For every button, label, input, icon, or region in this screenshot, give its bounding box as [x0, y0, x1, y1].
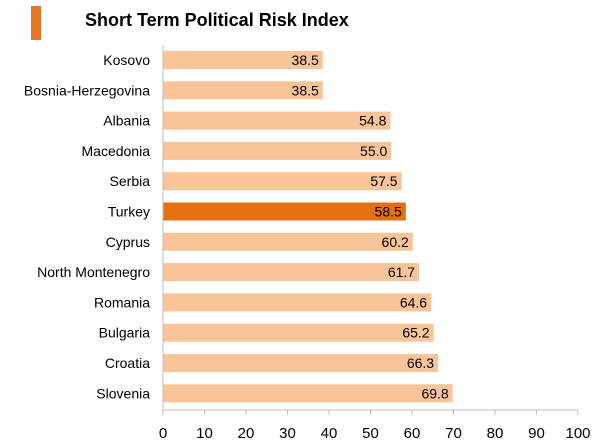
- x-tick-label-60: 60: [404, 425, 421, 442]
- value-label-serbia: 57.5: [370, 173, 397, 189]
- value-label-kosovo: 38.5: [292, 52, 319, 68]
- x-tick-label-20: 20: [238, 425, 255, 442]
- bar-slovenia: [163, 384, 453, 403]
- value-label-bulgaria: 65.2: [402, 325, 429, 341]
- bar-bosnia-herzegovina: [163, 81, 323, 100]
- bar-croatia: [163, 354, 439, 372]
- value-label-cyprus: 60.2: [382, 234, 409, 250]
- bar-romania: [163, 293, 432, 312]
- x-tick-label-30: 30: [279, 425, 296, 442]
- value-label-slovenia: 69.8: [421, 385, 448, 401]
- category-label-north-montenegro: North Montenegro: [37, 264, 150, 280]
- category-label-turkey: Turkey: [108, 204, 150, 220]
- category-label-croatia: Croatia: [105, 355, 150, 371]
- category-label-bulgaria: Bulgaria: [99, 325, 151, 341]
- x-tick-label-40: 40: [321, 425, 338, 442]
- x-tick-label-70: 70: [445, 425, 462, 442]
- value-label-romania: 64.6: [400, 294, 427, 310]
- bar-north-montenegro: [163, 263, 420, 282]
- bar-cyprus: [163, 232, 413, 251]
- bar-turkey: [163, 202, 406, 221]
- x-tick-label-0: 0: [159, 425, 167, 442]
- category-label-romania: Romania: [94, 294, 150, 310]
- bar-kosovo: [163, 51, 323, 69]
- bar-serbia: [163, 172, 402, 191]
- value-label-north-montenegro: 61.7: [388, 264, 415, 280]
- category-label-cyprus: Cyprus: [106, 234, 150, 250]
- title-accent-bar: [31, 6, 41, 40]
- category-label-albania: Albania: [103, 113, 150, 129]
- x-tick-label-100: 100: [565, 425, 590, 442]
- x-tick-label-50: 50: [362, 425, 379, 442]
- value-label-bosnia-herzegovina: 38.5: [292, 82, 319, 98]
- value-label-croatia: 66.3: [407, 355, 434, 371]
- category-label-serbia: Serbia: [110, 173, 151, 189]
- bar-macedonia: [163, 141, 392, 160]
- x-tick-label-90: 90: [528, 425, 545, 442]
- category-label-bosnia-herzegovina: Bosnia-Herzegovina: [24, 82, 150, 98]
- chart-title: Short Term Political Risk Index: [85, 10, 349, 30]
- category-label-kosovo: Kosovo: [103, 52, 150, 68]
- bar-albania: [163, 111, 391, 130]
- x-tick-label-10: 10: [196, 425, 213, 442]
- category-label-macedonia: Macedonia: [82, 143, 151, 159]
- value-label-albania: 54.8: [359, 113, 386, 129]
- category-label-slovenia: Slovenia: [96, 385, 150, 401]
- value-label-macedonia: 55.0: [360, 143, 387, 159]
- bar-bulgaria: [163, 323, 434, 342]
- value-label-turkey: 58.5: [375, 204, 402, 220]
- x-tick-label-80: 80: [487, 425, 504, 442]
